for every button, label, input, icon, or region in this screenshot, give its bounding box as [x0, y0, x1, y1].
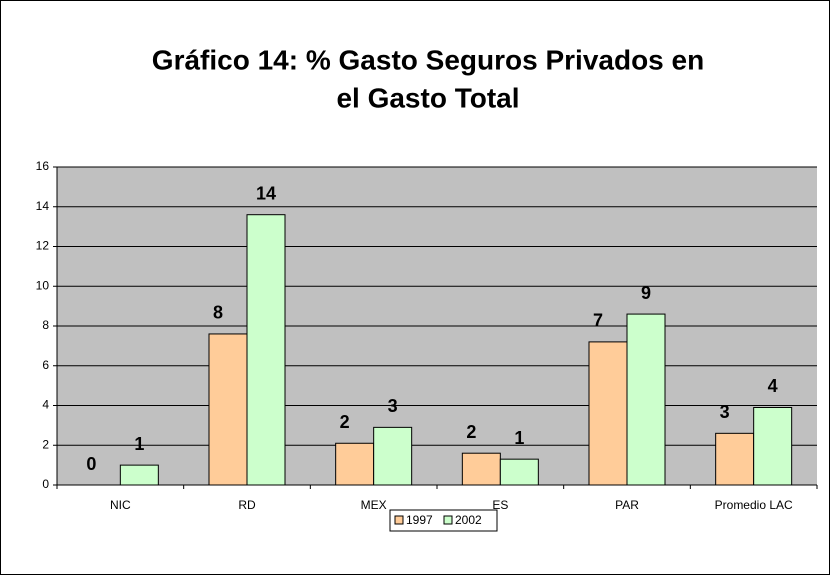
- x-tick-label: RD: [238, 498, 256, 512]
- y-tick-label: 12: [36, 239, 50, 253]
- x-tick-label: NIC: [110, 498, 131, 512]
- value-label: 3: [388, 396, 398, 416]
- y-tick-label: 4: [42, 398, 49, 412]
- bar: [335, 442, 375, 486]
- bar: [208, 333, 248, 486]
- legend-swatch: [443, 515, 453, 525]
- legend-label: 1997: [406, 513, 433, 527]
- x-tick-label: MEX: [361, 498, 387, 512]
- bar: [715, 432, 755, 486]
- value-label: 3: [720, 402, 730, 422]
- bar: [626, 313, 666, 486]
- value-label: 1: [134, 434, 144, 454]
- value-label: 2: [340, 412, 350, 432]
- bar: [246, 214, 286, 486]
- x-tick-label: ES: [492, 498, 508, 512]
- value-label: 4: [768, 376, 778, 396]
- value-label: 7: [593, 311, 603, 331]
- chart-title: Gráfico 14: % Gasto Seguros Privados en: [152, 44, 704, 75]
- value-label: 2: [466, 422, 476, 442]
- bar: [119, 464, 159, 486]
- bar: [588, 341, 628, 486]
- chart-title: el Gasto Total: [336, 82, 519, 113]
- legend-label: 2002: [455, 513, 482, 527]
- y-tick-label: 2: [42, 437, 49, 451]
- y-tick-label: 14: [36, 199, 50, 213]
- bar: [461, 452, 501, 486]
- y-tick-label: 0: [42, 477, 49, 491]
- y-tick-label: 8: [42, 318, 49, 332]
- y-tick-label: 16: [36, 159, 50, 173]
- bar: [753, 406, 793, 486]
- value-label: 14: [256, 183, 276, 203]
- legend-swatch: [394, 515, 404, 525]
- y-tick-label: 6: [42, 358, 49, 372]
- value-label: 0: [86, 454, 96, 474]
- bar: [499, 458, 539, 486]
- value-label: 1: [514, 428, 524, 448]
- value-label: 8: [213, 303, 223, 323]
- x-tick-label: PAR: [615, 498, 639, 512]
- y-tick-label: 10: [36, 278, 50, 292]
- value-label: 9: [641, 283, 651, 303]
- bar: [373, 426, 413, 486]
- x-tick-label: Promedio LAC: [715, 498, 793, 512]
